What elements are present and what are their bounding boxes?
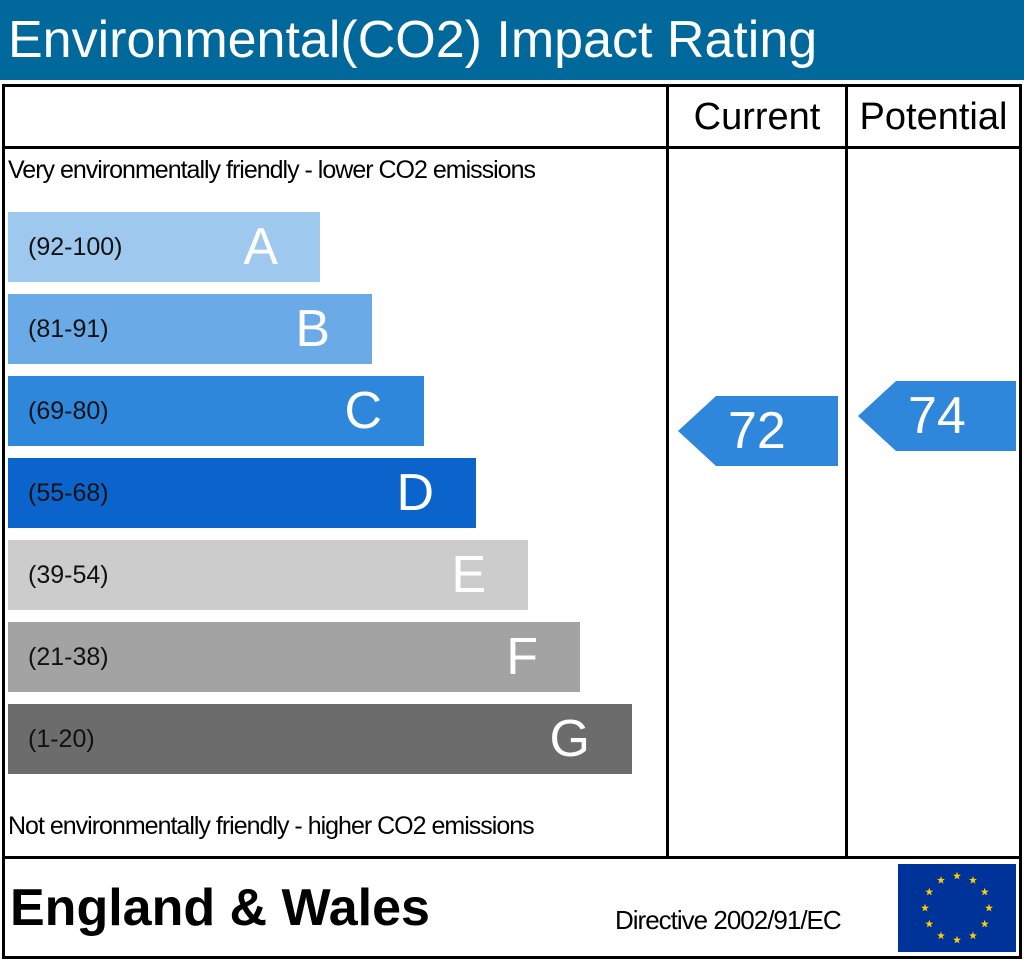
footer-divider: [2, 856, 1022, 859]
flag-star-icon: [937, 876, 945, 884]
band-letter: E: [451, 546, 486, 604]
bottom-note: Not environmentally friendly - higher CO…: [8, 812, 535, 840]
band-range: (21-38): [28, 643, 109, 671]
potential-rating-arrow-shape: [858, 381, 1016, 451]
band-letter: F: [506, 628, 538, 686]
band-letter: G: [549, 710, 590, 768]
rating-frame: [2, 84, 1022, 959]
band-e: (39-54) E: [8, 540, 528, 610]
flag-star-icon: [921, 903, 929, 912]
header-divider: [2, 146, 1022, 149]
band-range: (81-91): [28, 315, 109, 343]
band-a: (92-100) A: [8, 212, 320, 282]
band-range: (92-100): [28, 233, 123, 261]
flag-star-icon: [985, 903, 993, 912]
current-rating-arrow: 72: [678, 396, 838, 466]
band-letter: B: [295, 300, 330, 358]
flag-star-icon: [953, 935, 961, 944]
potential-rating-arrow-value: 74: [908, 387, 966, 445]
top-note: Very environmentally friendly - lower CO…: [8, 156, 536, 184]
flag-star-icon: [925, 887, 934, 896]
band-d: (55-68) D: [8, 458, 476, 528]
region-label: England & Wales: [10, 879, 430, 937]
flag-star-icon: [969, 931, 977, 940]
band-f: (21-38) F: [8, 622, 580, 692]
band-b: (81-91) B: [8, 294, 372, 364]
band-range: (39-54): [28, 561, 109, 589]
current-rating-arrow-value: 72: [728, 402, 786, 460]
eu-flag-icon: [898, 864, 1016, 952]
divider-current: [666, 84, 669, 858]
band-c: (69-80) C: [8, 376, 424, 446]
divider-potential: [845, 84, 848, 858]
flag-star-icon: [980, 887, 989, 896]
potential-header: Potential: [859, 96, 1008, 138]
band-range: (1-20): [28, 725, 95, 753]
band-range: (69-80): [28, 397, 109, 425]
current-rating-arrow-shape: [678, 396, 838, 466]
band-letter: A: [243, 218, 278, 276]
flag-star-icon: [980, 919, 989, 928]
potential-rating-arrow: 74: [858, 381, 1016, 451]
current-header: Current: [693, 96, 821, 138]
band-range: (55-68): [28, 479, 109, 507]
band-letter: C: [344, 382, 382, 440]
directive-label: Directive 2002/91/EC: [615, 905, 842, 935]
band-letter: D: [396, 464, 434, 522]
flag-star-icon: [953, 871, 961, 880]
flag-star-icon: [937, 931, 945, 940]
chart-title: Environmental(CO2) Impact Rating: [0, 0, 1024, 80]
flag-star-icon: [969, 876, 977, 884]
flag-star-icon: [925, 919, 934, 928]
band-g: (1-20) G: [8, 704, 632, 774]
